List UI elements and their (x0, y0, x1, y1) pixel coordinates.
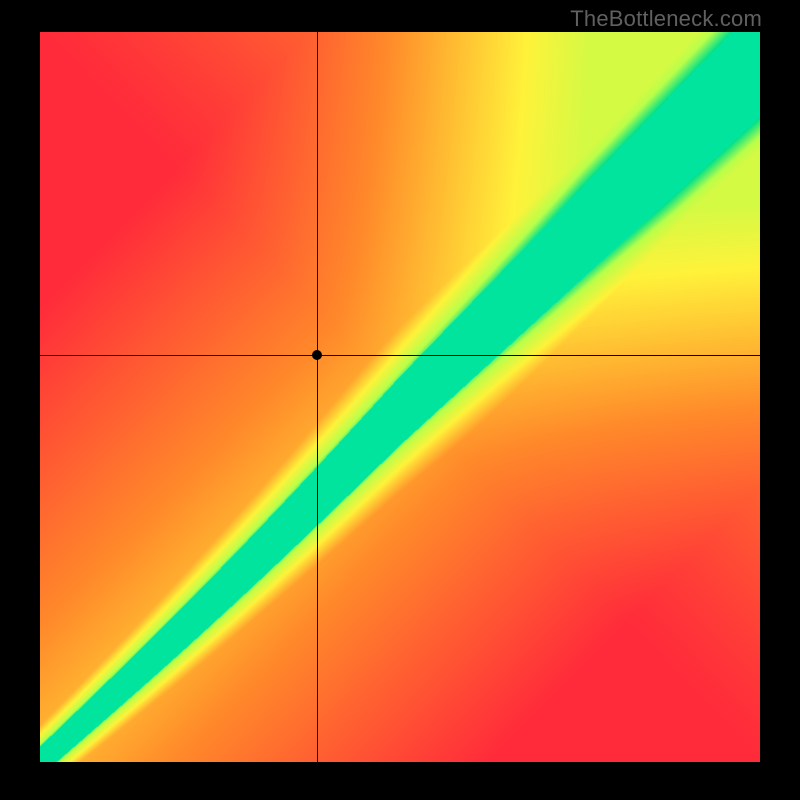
heatmap-chart (40, 32, 760, 762)
marker-point (312, 350, 322, 360)
crosshair-vertical (317, 32, 318, 762)
watermark-text: TheBottleneck.com (570, 6, 762, 32)
crosshair-horizontal (40, 355, 760, 356)
heatmap-canvas (40, 32, 760, 762)
